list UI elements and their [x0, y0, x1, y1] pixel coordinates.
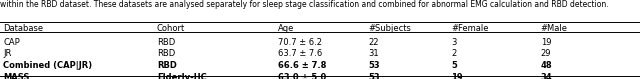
Text: 2: 2 [451, 49, 456, 58]
Text: 63.0 ± 5.0: 63.0 ± 5.0 [278, 73, 326, 79]
Text: MASS: MASS [3, 73, 29, 79]
Text: JR: JR [3, 49, 12, 58]
Text: Age: Age [278, 24, 295, 33]
Text: RBD: RBD [157, 61, 177, 70]
Text: RBD: RBD [157, 49, 175, 58]
Text: #Female: #Female [451, 24, 489, 33]
Text: 34: 34 [541, 73, 552, 79]
Text: RBD: RBD [157, 38, 175, 47]
Text: 19: 19 [451, 73, 463, 79]
Text: 31: 31 [368, 49, 379, 58]
Text: 63.7 ± 7.6: 63.7 ± 7.6 [278, 49, 323, 58]
Text: Database: Database [3, 24, 44, 33]
Text: 48: 48 [541, 61, 552, 70]
Text: 70.7 ± 6.2: 70.7 ± 6.2 [278, 38, 323, 47]
Text: Elderly-HC: Elderly-HC [157, 73, 207, 79]
Text: 53: 53 [368, 73, 380, 79]
Text: within the RBD dataset. These datasets are analysed separately for sleep stage c: within the RBD dataset. These datasets a… [0, 0, 609, 9]
Text: 29: 29 [541, 49, 551, 58]
Text: Cohort: Cohort [157, 24, 185, 33]
Text: 3: 3 [451, 38, 456, 47]
Text: CAP: CAP [3, 38, 20, 47]
Text: 53: 53 [368, 61, 380, 70]
Text: 19: 19 [541, 38, 551, 47]
Text: 5: 5 [451, 61, 457, 70]
Text: 22: 22 [368, 38, 378, 47]
Text: #Subjects: #Subjects [368, 24, 411, 33]
Text: 66.6 ± 7.8: 66.6 ± 7.8 [278, 61, 327, 70]
Text: #Male: #Male [541, 24, 568, 33]
Text: Combined (CAP|JR): Combined (CAP|JR) [3, 61, 92, 70]
